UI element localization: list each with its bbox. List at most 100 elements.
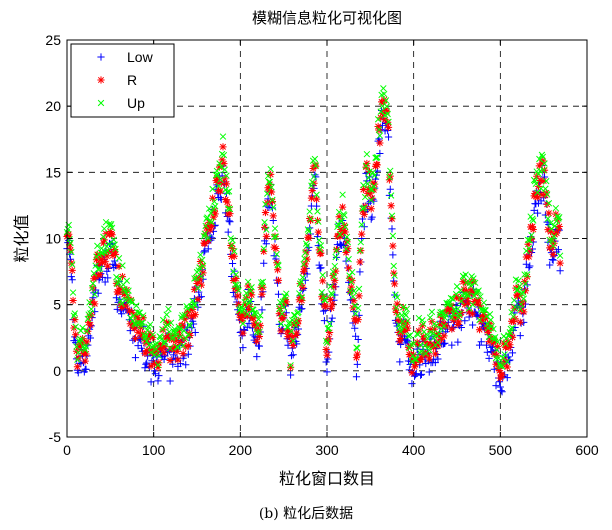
- data-point: [251, 319, 259, 327]
- data-point: [277, 320, 285, 328]
- data-point: [365, 174, 372, 181]
- data-point: [323, 351, 331, 359]
- data-point: [400, 303, 407, 311]
- data-point: [476, 302, 484, 310]
- data-point: [454, 338, 462, 346]
- data-point: [529, 225, 537, 234]
- data-point: [544, 215, 552, 222]
- data-point: [556, 214, 563, 221]
- data-point: [147, 362, 155, 370]
- data-point: [331, 276, 339, 284]
- data-point: [319, 277, 327, 285]
- data-point: [391, 280, 399, 288]
- data-point: [175, 323, 183, 331]
- data-point: [279, 298, 287, 305]
- data-point: [139, 314, 147, 322]
- data-point: [124, 292, 131, 299]
- data-point: [514, 292, 522, 300]
- data-point: [160, 340, 168, 347]
- data-point: [349, 293, 357, 300]
- data-point: [462, 271, 469, 278]
- data-point: [486, 310, 494, 318]
- data-point: [196, 275, 204, 283]
- data-point: [318, 289, 326, 296]
- data-point: [551, 222, 559, 230]
- data-point: [176, 325, 183, 333]
- data-point: [389, 251, 397, 259]
- data-point: [529, 215, 536, 223]
- data-point: [406, 342, 414, 350]
- data-point: [154, 361, 162, 369]
- data-point: [301, 255, 308, 262]
- y-tick-label: 20: [45, 98, 61, 114]
- data-point: [97, 256, 105, 264]
- data-point: [243, 312, 251, 320]
- data-point: [469, 321, 477, 329]
- data-point: [404, 317, 411, 325]
- data-point: [170, 351, 178, 359]
- data-point: [185, 331, 192, 338]
- data-point: [266, 180, 274, 188]
- data-point: [332, 253, 339, 261]
- data-point: [435, 332, 443, 340]
- data-point: [300, 265, 309, 273]
- data-point: [332, 267, 340, 275]
- data-point: [327, 304, 335, 312]
- data-point: [83, 338, 91, 346]
- data-point: [150, 359, 159, 368]
- data-point: [501, 351, 508, 358]
- data-point: [434, 342, 442, 350]
- data-point: [394, 316, 402, 325]
- data-point: [86, 321, 94, 329]
- data-point: [118, 310, 126, 318]
- data-point: [143, 347, 151, 355]
- x-tick-label: 0: [63, 442, 71, 458]
- data-point: [338, 217, 345, 225]
- data-point: [326, 295, 335, 303]
- data-point: [243, 289, 250, 297]
- data-point: [360, 182, 367, 189]
- data-point: [226, 218, 234, 226]
- data-point: [199, 269, 207, 277]
- x-tick-label: 500: [489, 442, 513, 458]
- data-point: [358, 207, 367, 215]
- data-point: [114, 280, 121, 288]
- data-point: [335, 213, 343, 221]
- data-point: [67, 239, 74, 247]
- data-point: [465, 308, 473, 316]
- data-point: [416, 349, 423, 356]
- data-point: [199, 262, 207, 270]
- data-point: [261, 208, 270, 217]
- data-point: [192, 301, 199, 309]
- data-point: [220, 160, 228, 168]
- data-point: [317, 249, 325, 257]
- data-point: [386, 173, 393, 181]
- data-point: [146, 321, 154, 328]
- data-point: [289, 341, 297, 350]
- data-point: [73, 343, 80, 350]
- data-point: [143, 359, 151, 367]
- data-point: [298, 294, 306, 301]
- data-point: [528, 222, 536, 231]
- data-point: [278, 310, 286, 317]
- data-point: [179, 312, 186, 319]
- data-point: [467, 286, 475, 294]
- data-point: [361, 204, 368, 212]
- data-point: [490, 365, 498, 373]
- data-point: [101, 225, 108, 232]
- data-point: [538, 151, 546, 159]
- data-point: [190, 285, 198, 294]
- data-point: [326, 328, 334, 337]
- data-point: [263, 226, 270, 233]
- data-point: [396, 358, 404, 366]
- data-point: [313, 191, 320, 198]
- data-point: [305, 228, 313, 235]
- data-point: [216, 194, 224, 202]
- data-point: [336, 232, 344, 240]
- data-point: [272, 244, 280, 253]
- data-point: [414, 340, 422, 349]
- data-point: [446, 305, 454, 313]
- data-point: [109, 251, 117, 260]
- data-point: [69, 296, 77, 305]
- data-point: [74, 369, 82, 377]
